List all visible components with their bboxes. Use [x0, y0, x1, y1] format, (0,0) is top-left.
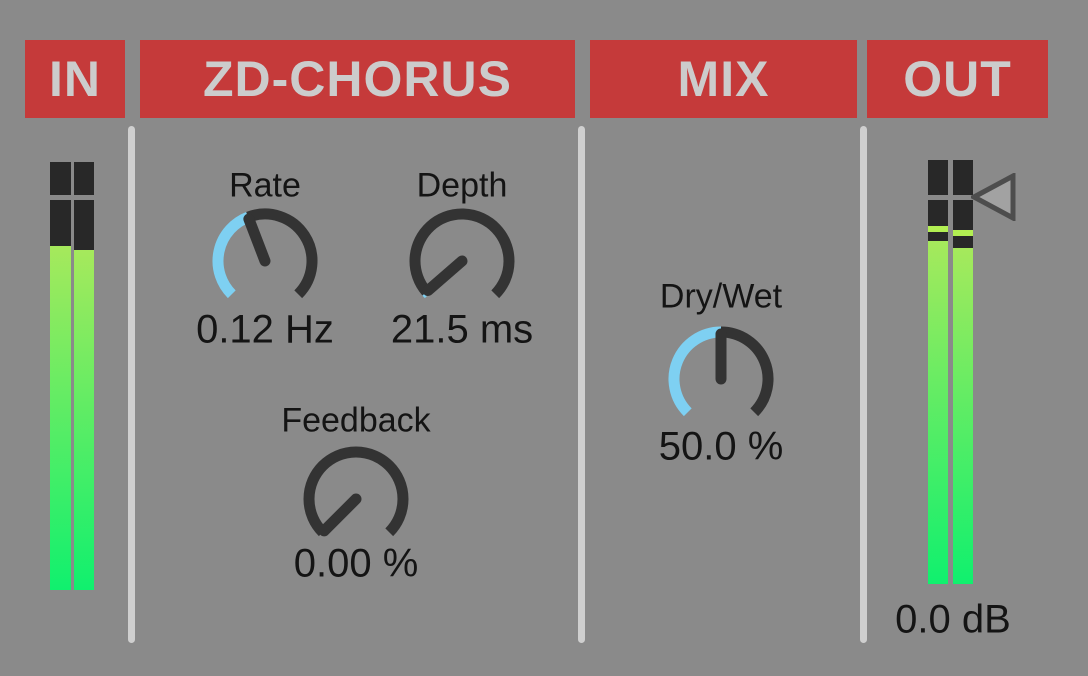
meter-segment-cap: [953, 160, 973, 195]
meter-bar-left: [50, 162, 71, 590]
depth-knob-value[interactable]: 21.5 ms: [390, 307, 534, 352]
drywet-knob[interactable]: [659, 317, 783, 441]
meter-segment-fill: [928, 241, 948, 584]
knob-arc-track: [246, 208, 318, 299]
knob-arc-fill: [668, 326, 722, 417]
section-header-title: ZD-CHORUS: [140, 40, 575, 118]
meter-bar-left: [928, 160, 948, 584]
knob-pointer: [243, 213, 271, 267]
depth-knob[interactable]: [400, 199, 524, 323]
feedback-knob-label: Feedback: [281, 401, 431, 440]
knob-arc-track: [303, 446, 409, 537]
output-gain-readout[interactable]: 0.0 dB: [895, 597, 1011, 642]
drywet-knob-value[interactable]: 50.0 %: [658, 424, 784, 469]
meter-segment-fill: [953, 248, 973, 584]
meter-segment-cap: [74, 200, 94, 250]
meter-segment-cap: [953, 200, 973, 230]
rate-knob[interactable]: [203, 199, 327, 323]
section-divider: [578, 126, 585, 643]
rate-knob-value[interactable]: 0.12 Hz: [196, 307, 334, 352]
feedback-knob[interactable]: [294, 437, 418, 561]
meter-bar-right: [953, 160, 973, 584]
meter-segment-cap: [953, 236, 973, 248]
meter-segment-cap: [928, 232, 948, 241]
meter-segment-peak: [928, 226, 948, 232]
knob-arc-track: [720, 326, 774, 417]
knob-pointer: [318, 493, 362, 537]
meter-segment-peak: [953, 230, 973, 236]
knob-pointer: [422, 255, 468, 297]
section-header-out: OUT: [867, 40, 1048, 118]
feedback-knob-value[interactable]: 0.00 %: [293, 541, 419, 586]
rate-knob-label: Rate: [229, 166, 301, 205]
drywet-knob-label: Dry/Wet: [659, 277, 783, 316]
section-header-in: IN: [25, 40, 125, 118]
meter-segment-cap: [928, 160, 948, 195]
meter-segment-cap: [74, 162, 94, 195]
meter-bar-right: [74, 162, 94, 590]
section-header-mix: MIX: [590, 40, 857, 118]
knob-arc-fill: [212, 211, 251, 299]
meter-segment-fill: [50, 246, 71, 590]
section-divider: [860, 126, 867, 643]
input-level-meter: [50, 162, 94, 590]
meter-segment-cap: [50, 200, 71, 246]
meter-segment-fill: [74, 250, 94, 590]
meter-segment-cap: [928, 200, 948, 226]
knob-arc-track: [409, 208, 515, 299]
output-gain-handle[interactable]: [971, 173, 1016, 221]
output-level-meter: [928, 160, 973, 584]
depth-knob-label: Depth: [416, 166, 508, 205]
section-divider: [128, 126, 135, 643]
left-triangle-icon: [971, 173, 1016, 221]
meter-segment-cap: [50, 162, 71, 195]
